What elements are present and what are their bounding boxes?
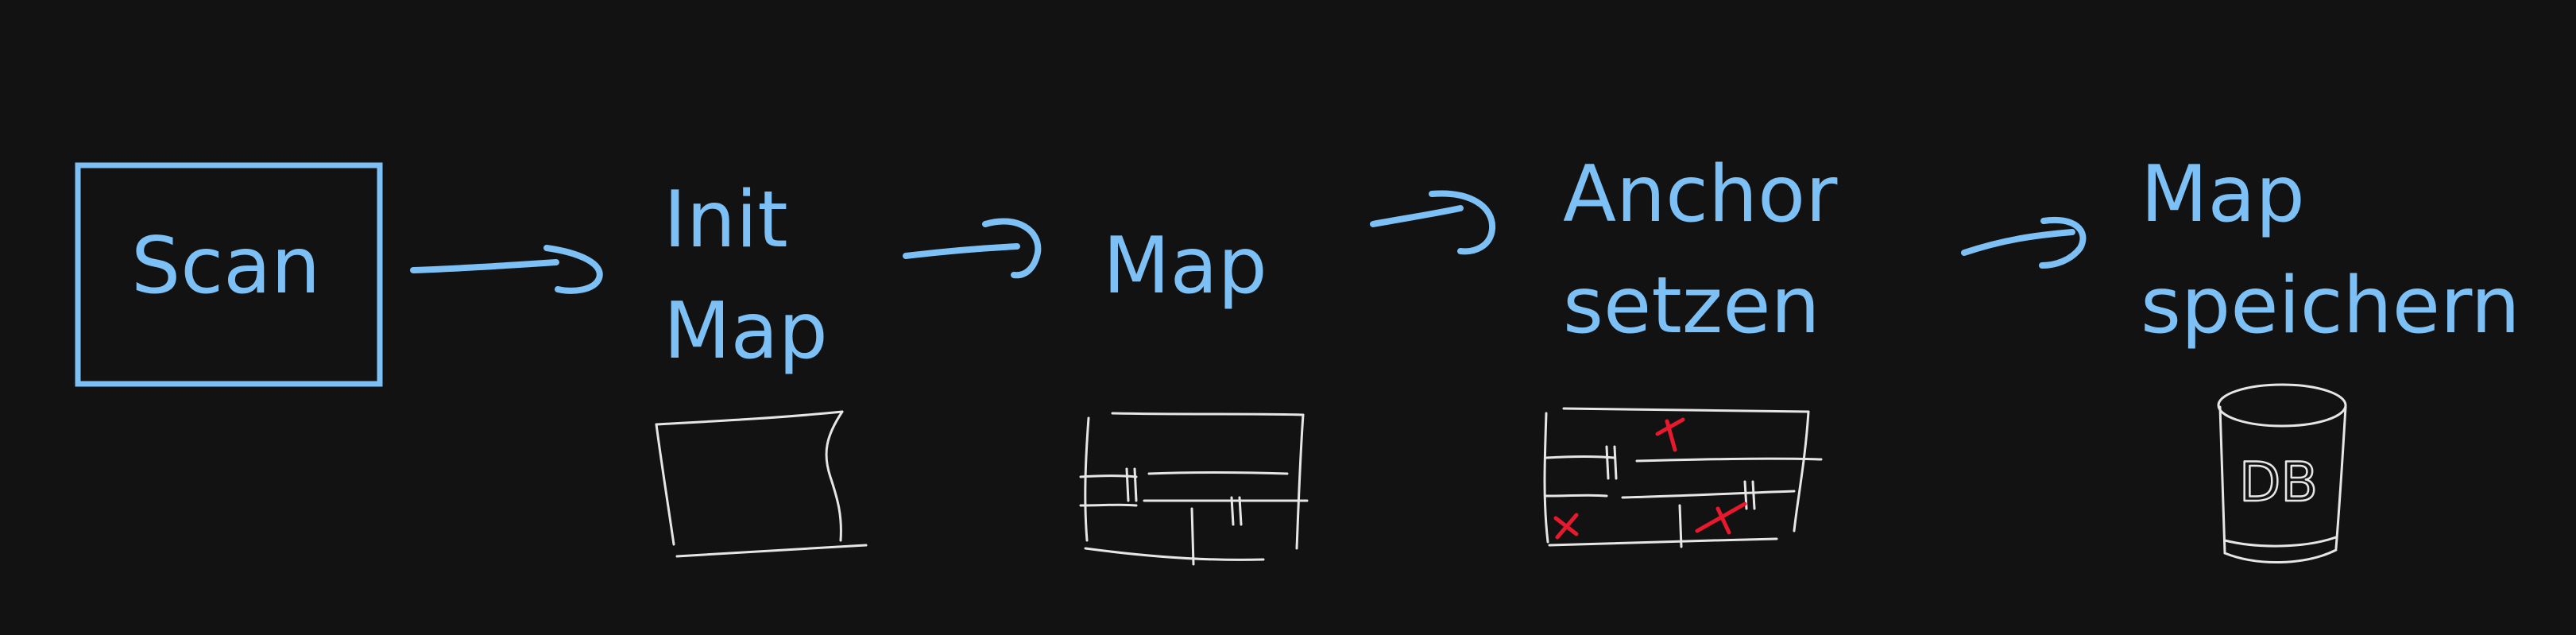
- step-label-map: Map: [1103, 221, 1267, 312]
- arrow-init-map-to-map: [903, 218, 1042, 279]
- sketch-anchored-map: [1543, 407, 1823, 548]
- step-label-init-map: Map: [663, 286, 828, 377]
- step-label-setzen: setzen: [1563, 261, 1820, 351]
- anchor-marks: [1553, 417, 1747, 540]
- step-map: Map: [1103, 221, 1267, 312]
- step-label-scan: Scan: [131, 221, 320, 312]
- db-label: DB: [2239, 451, 2318, 514]
- database-icon: DB: [2217, 383, 2347, 564]
- anchor-mark-1: [1655, 417, 1685, 452]
- sketch-scanned-map: [1079, 412, 1309, 566]
- step-init-map: Init Map: [663, 175, 828, 377]
- arrow-map-to-anchor: [1370, 190, 1496, 255]
- step-label-init: Init: [663, 175, 788, 265]
- sketch-empty-map: [655, 410, 868, 558]
- arrow-anchor-to-save: [1961, 216, 2087, 269]
- step-label-speichern: speichern: [2141, 261, 2520, 351]
- step-label-anchor: Anchor: [1563, 149, 1838, 240]
- step-scan: Scan: [75, 162, 383, 387]
- step-map-speichern: Map speichern: [2141, 149, 2520, 351]
- step-label-save-map: Map: [2141, 149, 2305, 240]
- step-anchor-setzen: Anchor setzen: [1563, 149, 1838, 351]
- anchor-mark-2: [1553, 513, 1579, 540]
- anchor-mark-3: [1695, 501, 1747, 535]
- arrow-scan-to-init-map: [410, 245, 603, 294]
- scan-box: [75, 162, 383, 387]
